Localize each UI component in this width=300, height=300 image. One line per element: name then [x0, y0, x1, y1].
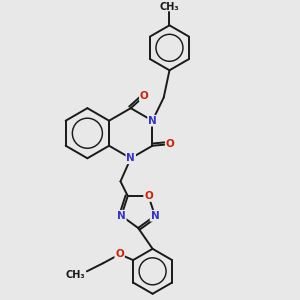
Text: N: N: [148, 116, 157, 126]
Text: O: O: [144, 191, 153, 201]
Text: O: O: [115, 249, 124, 259]
Text: N: N: [117, 211, 126, 221]
Text: CH₃: CH₃: [66, 270, 85, 280]
Text: O: O: [140, 91, 148, 101]
Text: N: N: [151, 211, 159, 221]
Text: O: O: [166, 139, 175, 149]
Text: CH₃: CH₃: [160, 2, 179, 12]
Text: N: N: [126, 153, 135, 163]
